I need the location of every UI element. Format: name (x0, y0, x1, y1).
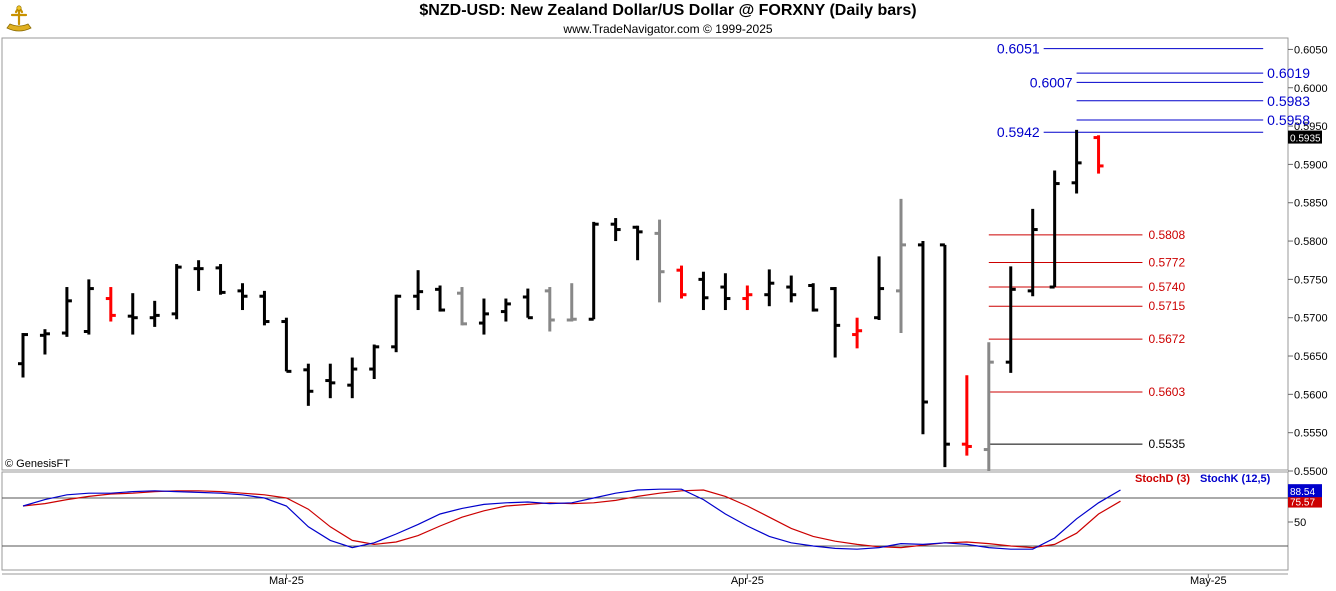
price-bar (852, 317, 863, 349)
stoch-k-line (22, 488, 1121, 550)
price-tick-label: 0.5700 (1294, 313, 1328, 325)
lower-level-label: 0.5808 (1148, 228, 1185, 242)
stoch-k-value-label: 88.54 (1290, 487, 1315, 498)
price-bar (171, 264, 182, 320)
price-bar (39, 329, 50, 355)
price-bar (237, 283, 248, 311)
price-tick-label: 0.5950 (1294, 121, 1328, 133)
price-bar (983, 342, 994, 471)
price-bar (105, 287, 116, 322)
price-bar (896, 198, 906, 334)
price-bar (193, 260, 204, 291)
price-tick-label: 0.6000 (1294, 83, 1328, 95)
price-bar (720, 273, 731, 311)
price-bar (764, 269, 775, 307)
stoch-tick-label: 50 (1294, 517, 1306, 529)
price-bar (259, 290, 270, 326)
price-bar (1005, 266, 1016, 373)
price-bar (830, 287, 841, 358)
price-bar (1027, 208, 1038, 297)
price-bar (1049, 170, 1060, 289)
price-bar (566, 283, 577, 322)
price-bar (500, 298, 511, 322)
price-bar (347, 357, 358, 399)
price-bar (654, 219, 665, 303)
upper-level-label: 0.5958 (1267, 112, 1310, 128)
price-bar (588, 221, 599, 321)
price-bar (303, 363, 314, 406)
price-bar (610, 218, 621, 242)
price-bar (413, 270, 424, 311)
lower-level-label: 0.5772 (1148, 256, 1185, 270)
last-price-box (1288, 130, 1322, 144)
price-bar (698, 271, 709, 311)
price-tick-label: 0.5750 (1294, 274, 1328, 286)
price-bar (281, 317, 292, 373)
price-bar (961, 375, 972, 456)
stoch-k-legend: StochK (12,5) (1200, 473, 1271, 485)
price-tick-label: 0.5850 (1294, 198, 1328, 210)
price-bar (83, 279, 94, 335)
date-tick-label: Apr-25 (731, 575, 764, 587)
price-bar (1071, 129, 1082, 194)
stoch-panel-frame (1, 471, 1289, 571)
price-tick-label: 0.5600 (1294, 389, 1328, 401)
price-bar (742, 285, 753, 311)
lower-level-label: 0.5603 (1148, 385, 1185, 399)
price-bar (325, 363, 336, 399)
price-panel-frame (1, 37, 1289, 471)
price-tick-label: 0.5550 (1294, 428, 1328, 440)
stoch-d-value-box (1288, 494, 1322, 508)
price-bar (522, 288, 533, 320)
price-bar (632, 225, 643, 261)
last-price-label: 0.5935 (1290, 134, 1321, 145)
price-bar (149, 300, 160, 327)
lower-level-label: 0.5672 (1148, 332, 1185, 346)
date-tick-label: Mar-25 (269, 575, 304, 587)
upper-level-label: 0.6019 (1267, 65, 1310, 81)
lower-level-label: 0.5535 (1148, 437, 1185, 451)
price-bar (939, 243, 950, 468)
genesis-watermark: © GenesisFT (5, 458, 70, 470)
price-bar (786, 275, 797, 303)
upper-level-label: 0.5942 (997, 124, 1040, 140)
price-bar (61, 287, 72, 337)
upper-level-label: 0.5983 (1267, 93, 1310, 109)
price-bar (215, 264, 226, 295)
upper-level-label: 0.6007 (1030, 74, 1073, 90)
date-tick-label: May-25 (1190, 575, 1227, 587)
price-tick-label: 0.5500 (1294, 466, 1328, 478)
price-bar (18, 333, 28, 378)
price-bar (874, 256, 885, 320)
upper-level-label: 0.6051 (997, 41, 1040, 57)
price-bar (435, 285, 446, 312)
price-bar (544, 287, 555, 332)
price-bar (457, 287, 467, 326)
price-bar (391, 294, 402, 353)
price-tick-label: 0.5800 (1294, 236, 1328, 248)
chart-title: $NZD-USD: New Zealand Dollar/US Dollar @… (419, 2, 917, 19)
lower-level-label: 0.5715 (1148, 299, 1185, 313)
stoch-d-value-label: 75.57 (1290, 498, 1315, 509)
price-tick-label: 0.6050 (1294, 44, 1328, 56)
stoch-k-value-box (1288, 484, 1322, 498)
price-bar (369, 344, 380, 380)
price-bar (127, 293, 138, 335)
price-tick-label: 0.5650 (1294, 351, 1328, 363)
stoch-d-legend: StochD (3) (1135, 473, 1190, 485)
trade-navigator-logo-icon (6, 5, 32, 32)
price-bar (1093, 135, 1104, 174)
price-bar (917, 241, 928, 435)
price-bar (676, 265, 687, 299)
lower-level-label: 0.5740 (1148, 280, 1185, 294)
price-tick-label: 0.5900 (1294, 159, 1328, 171)
price-bar (478, 298, 489, 335)
chart-subtitle: www.TradeNavigator.com © 1999-2025 (563, 22, 773, 36)
price-bar (808, 283, 819, 312)
